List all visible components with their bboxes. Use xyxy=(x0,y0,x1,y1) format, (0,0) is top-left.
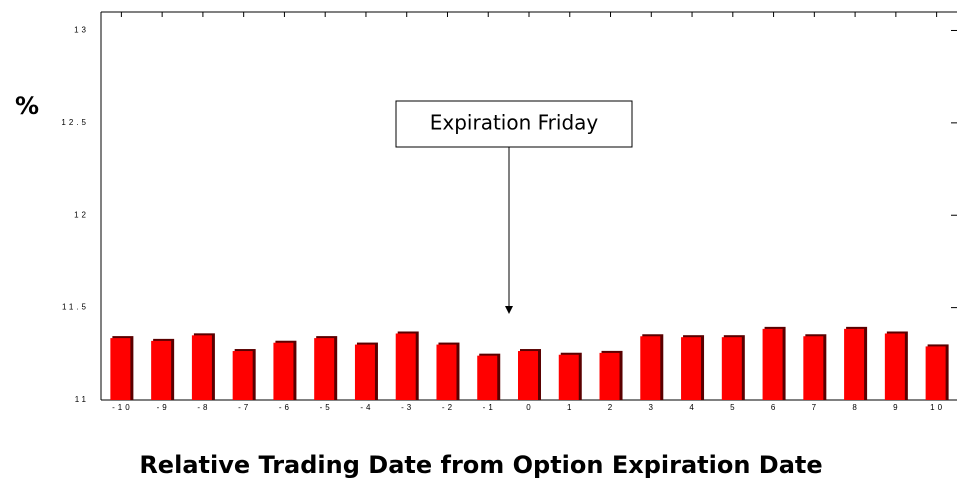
x-tick-label: -5 xyxy=(320,403,333,412)
annotation-box xyxy=(395,100,633,148)
y-tick-label: 12 xyxy=(74,210,89,219)
bar xyxy=(191,335,212,400)
y-tick-label: 13 xyxy=(74,26,89,35)
x-tick-label: -1 xyxy=(483,403,496,412)
x-tick-label: -9 xyxy=(157,403,170,412)
x-tick-label: -10 xyxy=(112,403,133,412)
y-tick-label: 11 xyxy=(75,395,89,404)
x-tick-label: 2 xyxy=(608,403,615,412)
x-tick-label: 1 xyxy=(567,403,574,412)
bar xyxy=(803,336,824,400)
bar xyxy=(762,328,783,400)
bar xyxy=(884,333,905,400)
bar xyxy=(844,328,865,400)
bar xyxy=(681,337,702,400)
x-tick-label: 10 xyxy=(930,403,945,412)
x-tick-label: -2 xyxy=(442,403,455,412)
bar xyxy=(721,337,742,400)
x-tick-label: -7 xyxy=(238,403,251,412)
bar xyxy=(273,342,294,400)
bar xyxy=(395,333,416,400)
bar xyxy=(110,338,131,400)
x-tick-label: -4 xyxy=(360,403,373,412)
y-tick-label: 12.5 xyxy=(61,118,89,127)
x-tick-label: 8 xyxy=(852,403,859,412)
bar xyxy=(925,346,946,400)
arrow-head xyxy=(505,306,513,314)
annotation-text: Expiration Friday xyxy=(430,111,599,135)
x-axis-label: Relative Trading Date from Option Expira… xyxy=(139,451,822,479)
x-tick-label: 9 xyxy=(893,403,900,412)
bar xyxy=(640,336,661,400)
x-tick-label: -3 xyxy=(401,403,414,412)
bar xyxy=(232,351,253,400)
bar xyxy=(436,344,457,400)
bar xyxy=(151,340,172,400)
y-axis-label: % xyxy=(15,92,39,120)
bar xyxy=(477,355,498,400)
x-tick-label: 3 xyxy=(649,403,656,412)
x-tick-label: 5 xyxy=(730,403,737,412)
x-tick-label: -6 xyxy=(279,403,292,412)
x-tick-label: 7 xyxy=(812,403,819,412)
bar xyxy=(354,344,375,400)
bar xyxy=(599,352,620,400)
y-tick-label: 11.5 xyxy=(62,303,89,312)
x-tick-label: 0 xyxy=(526,403,533,412)
x-tick-label: -8 xyxy=(197,403,210,412)
bar xyxy=(314,338,335,400)
bar xyxy=(558,354,579,400)
x-tick-label: 6 xyxy=(771,403,778,412)
bar xyxy=(518,351,538,400)
x-tick-label: 4 xyxy=(689,403,696,412)
